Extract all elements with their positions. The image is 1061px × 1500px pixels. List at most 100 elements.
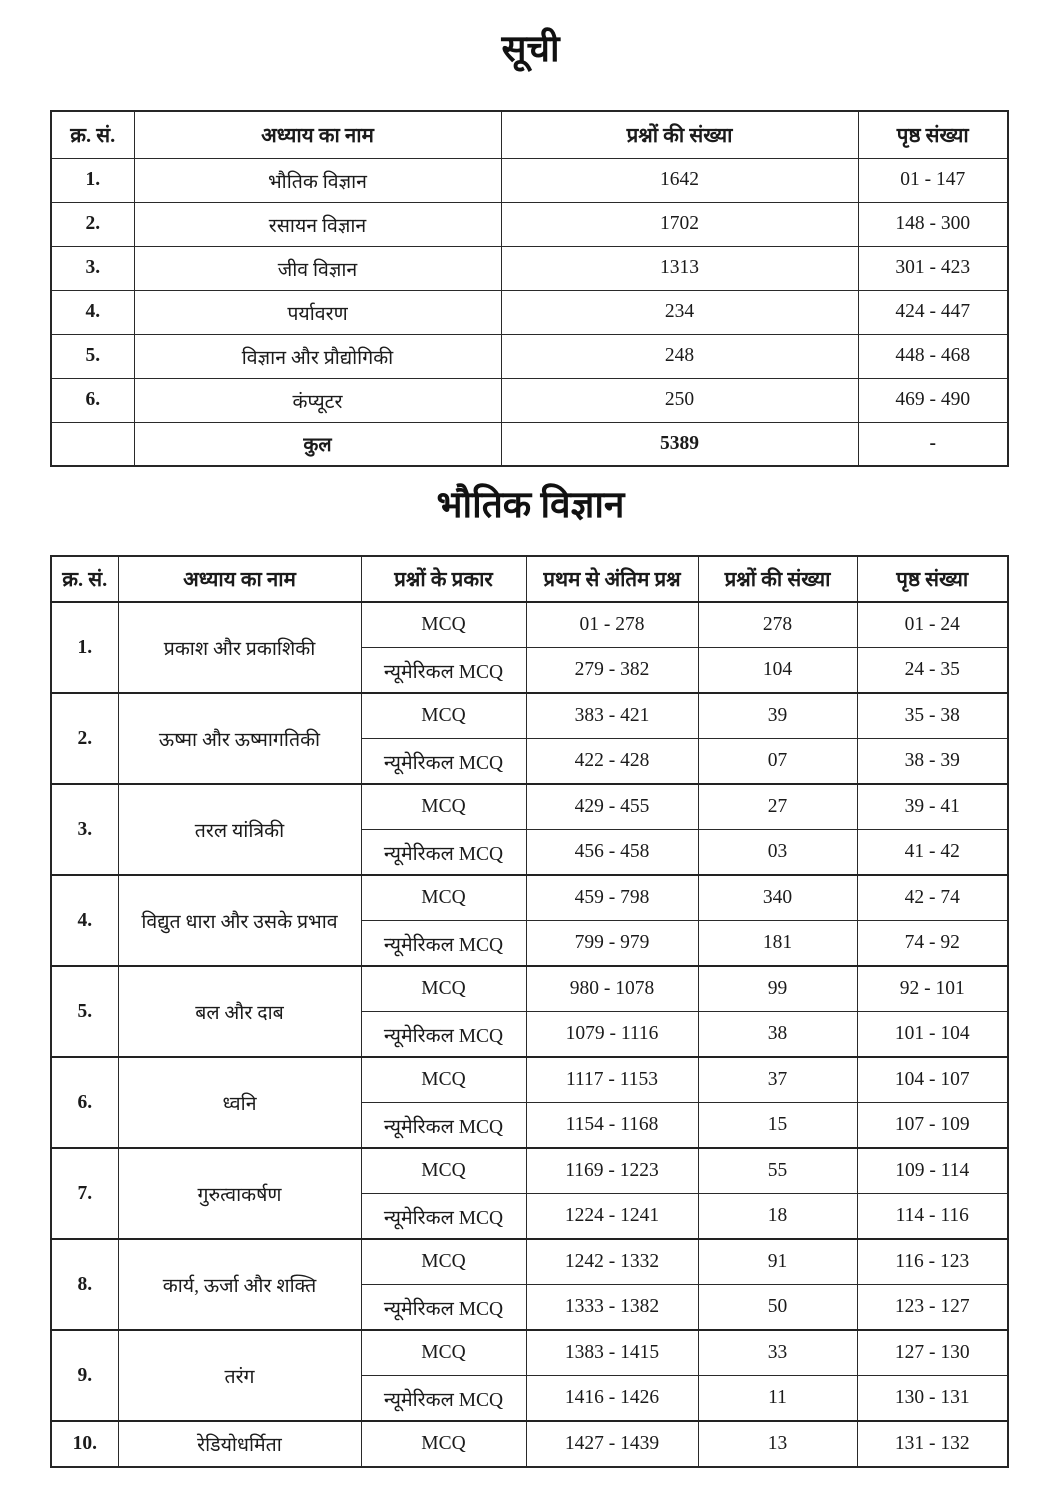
toc-cell-page-number: 448 - 468: [857, 333, 1009, 379]
physics-cell-question-type: MCQ: [360, 1056, 527, 1103]
physics-cell-question-count: 340: [697, 874, 858, 921]
physics-header-chapter-name: अध्याय का नाम: [117, 555, 362, 603]
physics-row: न्यूमेरिकल MCQ 279 - 382 104 24 - 35: [51, 647, 1009, 694]
toc-cell-sno: 6.: [50, 377, 135, 423]
physics-cell-page-number: 35 - 38: [856, 692, 1009, 739]
physics-cell-question-count: 33: [697, 1329, 858, 1376]
toc-row: 3. जीव विज्ञान 1313 301 - 423: [50, 245, 1009, 291]
physics-cell-question-range: 456 - 458: [525, 829, 699, 876]
physics-row: न्यूमेरिकल MCQ 422 - 428 07 38 - 39: [51, 738, 1009, 785]
toc-total-empty-cell: [50, 421, 135, 467]
physics-cell-question-type: MCQ: [360, 1420, 527, 1467]
physics-cell-question-range: 1079 - 1116: [525, 1011, 699, 1058]
physics-cell-question-range: 422 - 428: [525, 738, 699, 785]
physics-cell-question-count: 07: [697, 738, 858, 785]
physics-cell-sno: 10.: [50, 1420, 119, 1467]
physics-cell-question-range: 1416 - 1426: [525, 1375, 699, 1422]
physics-table: क्र. सं. अध्याय का नाम प्रश्नों के प्रका…: [50, 555, 1009, 1468]
toc-cell-page-number: 148 - 300: [857, 201, 1009, 247]
physics-row: 6. ध्वनि MCQ 1117 - 1153 37 104 - 107: [50, 1056, 1009, 1149]
physics-row: 10. रेडियोधर्मिता MCQ 1427 - 1439 13 131 - 13…: [50, 1420, 1009, 1467]
physics-header-page-number: पृष्ठ संख्या: [856, 555, 1009, 603]
physics-cell-question-count: 37: [697, 1056, 858, 1103]
physics-row: न्यूमेरिकल MCQ 1154 - 1168 15 107 - 109: [51, 1102, 1009, 1149]
physics-cell-question-type: न्यूमेरिकल MCQ: [360, 1284, 527, 1331]
physics-cell-question-range: 1427 - 1439: [525, 1420, 699, 1467]
toc-cell-page-number: 424 - 447: [857, 289, 1009, 335]
physics-cell-question-count: 27: [697, 783, 858, 830]
toc-cell-sno: 5.: [50, 333, 135, 379]
physics-cell-question-count: 278: [697, 601, 858, 648]
physics-cell-page-number: 74 - 92: [856, 920, 1009, 967]
physics-cell-page-number: 38 - 39: [856, 738, 1009, 785]
physics-row: 8. कार्य, ऊर्जा और शक्ति MCQ 1242 - 1332 91 1…: [50, 1238, 1009, 1331]
toc-row: 1. भौतिक विज्ञान 1642 01 - 147: [50, 157, 1009, 203]
physics-cell-question-type: MCQ: [360, 783, 527, 830]
physics-cell-page-number: 01 - 24: [856, 601, 1009, 648]
toc-cell-question-count: 234: [500, 289, 859, 335]
toc-total-question-count: 5389: [500, 421, 859, 467]
physics-cell-sno: 2.: [50, 692, 119, 785]
toc-cell-question-count: 248: [500, 333, 859, 379]
physics-cell-question-count: 38: [697, 1011, 858, 1058]
physics-cell-question-range: 1383 - 1415: [525, 1329, 699, 1376]
physics-row: 7. गुरुत्वाकर्षण MCQ 1169 - 1223 55 109 - 114: [50, 1147, 1009, 1240]
physics-cell-page-number: 107 - 109: [856, 1102, 1009, 1149]
physics-cell-question-range: 383 - 421: [525, 692, 699, 739]
physics-cell-question-type: न्यूमेरिकल MCQ: [360, 1193, 527, 1240]
physics-cell-question-range: 279 - 382: [525, 647, 699, 694]
toc-total-label: कुल: [133, 421, 502, 467]
physics-row: 4. विद्युत धारा और उसके प्रभाव MCQ 459 - 79…: [50, 874, 1009, 967]
physics-row: 3. तरल यांत्रिकी MCQ 429 - 455 27 39 - 41: [50, 783, 1009, 876]
physics-cell-chapter-name: ध्वनि: [117, 1056, 362, 1149]
physics-cell-question-type: न्यूमेरिकल MCQ: [360, 1011, 527, 1058]
physics-header-question-range: प्रथम से अंतिम प्रश्न: [525, 555, 699, 603]
toc-total-row: कुल 5389-: [50, 421, 1009, 467]
physics-cell-page-number: 39 - 41: [856, 783, 1009, 830]
toc-cell-question-count: 1702: [500, 201, 859, 247]
physics-row: न्यूमेरिकल MCQ 799 - 979 181 74 - 92: [51, 920, 1009, 967]
physics-cell-question-count: 15: [697, 1102, 858, 1149]
physics-cell-question-count: 03: [697, 829, 858, 876]
physics-cell-question-count: 13: [697, 1420, 858, 1467]
physics-cell-chapter-name: गुरुत्वाकर्षण: [117, 1147, 362, 1240]
physics-cell-chapter-name: प्रकाश और प्रकाशिकी: [117, 601, 362, 694]
physics-cell-question-type: MCQ: [360, 965, 527, 1012]
page-title: सूची: [501, 29, 560, 70]
toc-cell-sno: 2.: [50, 201, 135, 247]
toc-cell-sno: 3.: [50, 245, 135, 291]
toc-header-chapter-name: अध्याय का नाम: [133, 110, 502, 159]
toc-header-row: क्र. सं. अध्याय का नाम प्रश्नों की संख्य…: [50, 110, 1009, 159]
physics-cell-page-number: 130 - 131: [856, 1375, 1009, 1422]
physics-cell-question-count: 11: [697, 1375, 858, 1422]
toc-cell-sno: 4.: [50, 289, 135, 335]
physics-cell-question-range: 01 - 278: [525, 601, 699, 648]
physics-cell-sno: 7.: [50, 1147, 119, 1240]
physics-cell-page-number: 41 - 42: [856, 829, 1009, 876]
physics-cell-sno: 1.: [50, 601, 119, 694]
physics-row: न्यूमेरिकल MCQ 1224 - 1241 18 114 - 116: [51, 1193, 1009, 1240]
physics-cell-page-number: 101 - 104: [856, 1011, 1009, 1058]
physics-cell-question-count: 104: [697, 647, 858, 694]
physics-row: 5. बल और दाब MCQ 980 - 1078 99 92 - 101: [50, 965, 1009, 1058]
toc-cell-question-count: 1642: [500, 157, 859, 203]
physics-cell-question-count: 50: [697, 1284, 858, 1331]
physics-header-row: क्र. सं. अध्याय का नाम प्रश्नों के प्रका…: [50, 555, 1009, 603]
toc-cell-chapter-name: रसायन विज्ञान: [133, 201, 502, 247]
toc-cell-page-number: 469 - 490: [857, 377, 1009, 423]
toc-header-question-count: प्रश्नों की संख्या: [500, 110, 859, 159]
physics-cell-page-number: 131 - 132: [856, 1420, 1009, 1467]
physics-cell-question-count: 181: [697, 920, 858, 967]
toc-cell-chapter-name: भौतिक विज्ञान: [133, 157, 502, 203]
toc-header-sno: क्र. सं.: [50, 110, 135, 159]
physics-cell-question-range: 1333 - 1382: [525, 1284, 699, 1331]
physics-cell-question-count: 91: [697, 1238, 858, 1285]
toc-cell-page-number: 301 - 423: [857, 245, 1009, 291]
physics-cell-question-type: MCQ: [360, 874, 527, 921]
physics-cell-chapter-name: तरल यांत्रिकी: [117, 783, 362, 876]
physics-row: न्यूमेरिकल MCQ 1079 - 1116 38 101 - 104: [51, 1011, 1009, 1058]
toc-table: क्र. सं. अध्याय का नाम प्रश्नों की संख्य…: [50, 110, 1009, 467]
physics-cell-page-number: 92 - 101: [856, 965, 1009, 1012]
toc-cell-sno: 1.: [50, 157, 135, 203]
